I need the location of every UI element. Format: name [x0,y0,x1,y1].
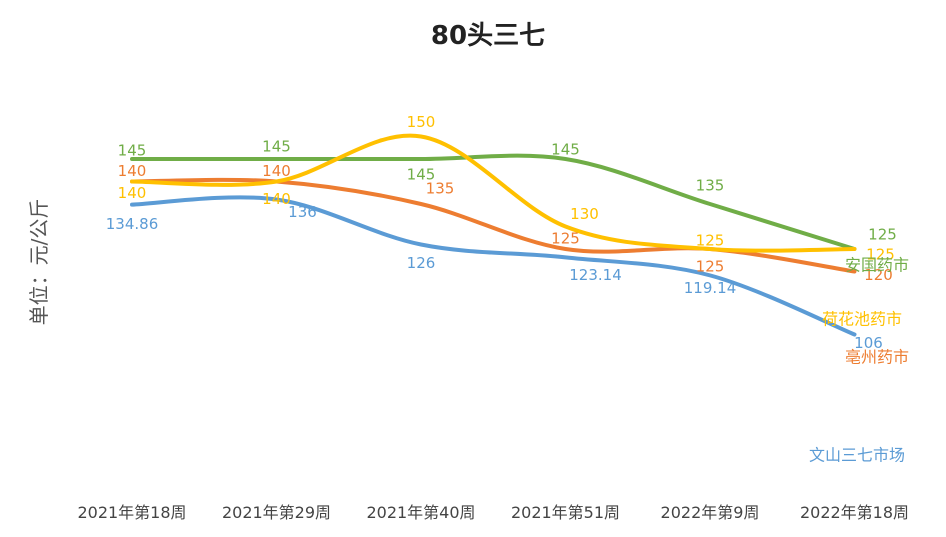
data-label: 145 [262,138,291,156]
series-line [130,177,857,274]
x-tick-label: 2021年第18周 [77,503,186,522]
data-label: 140 [118,184,147,202]
series-lines [130,133,857,337]
series-name-label: 亳州药市 [845,348,909,367]
series-line [130,153,857,251]
data-label: 126 [407,254,436,272]
x-axis: 2021年第18周 2021年第29周 2021年第40周 2021年第51周 2022… [77,503,909,522]
data-label: 145 [118,142,147,160]
data-label: 123.14 [569,266,622,284]
y-axis-label: 单位：元/公斤 [27,199,51,326]
data-label: 134.86 [106,215,159,233]
data-label: 145 [551,141,580,159]
data-label: 135 [426,180,455,198]
x-tick-label: 2022年第9周 [661,503,760,522]
data-label: 145 [407,166,436,184]
data-label: 125 [696,258,725,276]
data-label: 106 [854,334,883,352]
series-name-label: 安国药市 [845,256,909,275]
data-label: 120 [864,266,893,284]
x-tick-label: 2021年第29周 [222,503,331,522]
data-label: 136 [288,203,317,221]
x-tick-label: 2022年第18周 [800,503,909,522]
data-label: 119.14 [684,279,737,297]
data-label: 130 [570,205,599,223]
data-label: 140 [118,162,147,180]
data-label: 125 [868,226,897,244]
data-label: 140 [262,190,291,208]
chart-title: 80头三七 [431,21,545,51]
data-label: 125 [696,232,725,250]
series-line [130,133,857,253]
series-name-label: 文山三七市场 [809,446,905,465]
x-tick-label: 2021年第51周 [511,503,620,522]
data-label: 135 [696,177,725,195]
data-label: 150 [407,113,436,131]
series-name-label: 荷花池药市 [822,310,902,329]
data-label: 140 [262,162,291,180]
series-line [130,195,857,337]
x-tick-label: 2021年第40周 [366,503,475,522]
data-label: 125 [866,246,895,264]
data-label: 125 [551,230,580,248]
